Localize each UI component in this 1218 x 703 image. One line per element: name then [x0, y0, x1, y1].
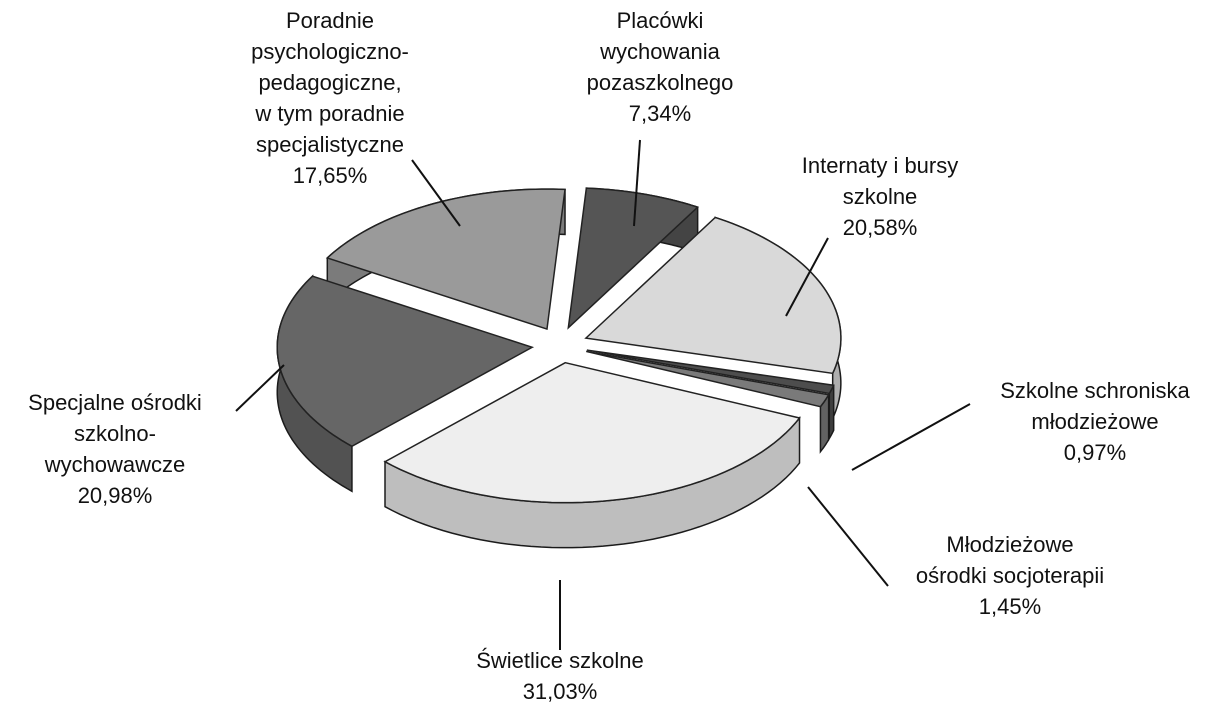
leader-line [633, 139, 641, 227]
category-label: specjalistyczne [256, 132, 404, 157]
category-label: szkolno- [74, 421, 156, 446]
category-label: pozaszkolnego [587, 70, 734, 95]
category-label: wychowania [599, 39, 721, 64]
category-label: Młodzieżowe [946, 532, 1073, 557]
value-label: 1,45% [979, 594, 1041, 619]
category-label: Poradnie [286, 8, 374, 33]
category-label: Placówki [617, 8, 704, 33]
value-label: 20,98% [78, 483, 153, 508]
category-label: ośrodki socjoterapii [916, 563, 1104, 588]
leader-line [411, 159, 461, 227]
category-label: Internaty i bursy [802, 153, 959, 178]
category-label: młodzieżowe [1031, 409, 1158, 434]
value-label: 17,65% [293, 163, 368, 188]
value-label: 31,03% [523, 679, 598, 703]
category-label: wychowawcze [44, 452, 186, 477]
category-label: Świetlice szkolne [476, 648, 644, 673]
category-label: psychologiczno- [251, 39, 409, 64]
leader-line [851, 403, 971, 471]
slice [586, 350, 830, 408]
category-label: pedagogiczne, [258, 70, 401, 95]
slice [383, 361, 801, 504]
slice [584, 216, 842, 375]
slice [325, 188, 566, 331]
slice [276, 275, 535, 448]
category-label: szkolne [843, 184, 918, 209]
category-label: Specjalne ośrodki [28, 390, 202, 415]
slice [586, 349, 835, 395]
leader-line [785, 237, 829, 317]
value-label: 7,34% [629, 101, 691, 126]
category-label: w tym poradnie [254, 101, 404, 126]
value-label: 0,97% [1064, 440, 1126, 465]
category-label: Szkolne schroniska [1000, 378, 1190, 403]
value-label: 20,58% [843, 215, 918, 240]
leader-line [235, 364, 285, 412]
slice [567, 187, 700, 330]
leader-line [807, 486, 889, 587]
